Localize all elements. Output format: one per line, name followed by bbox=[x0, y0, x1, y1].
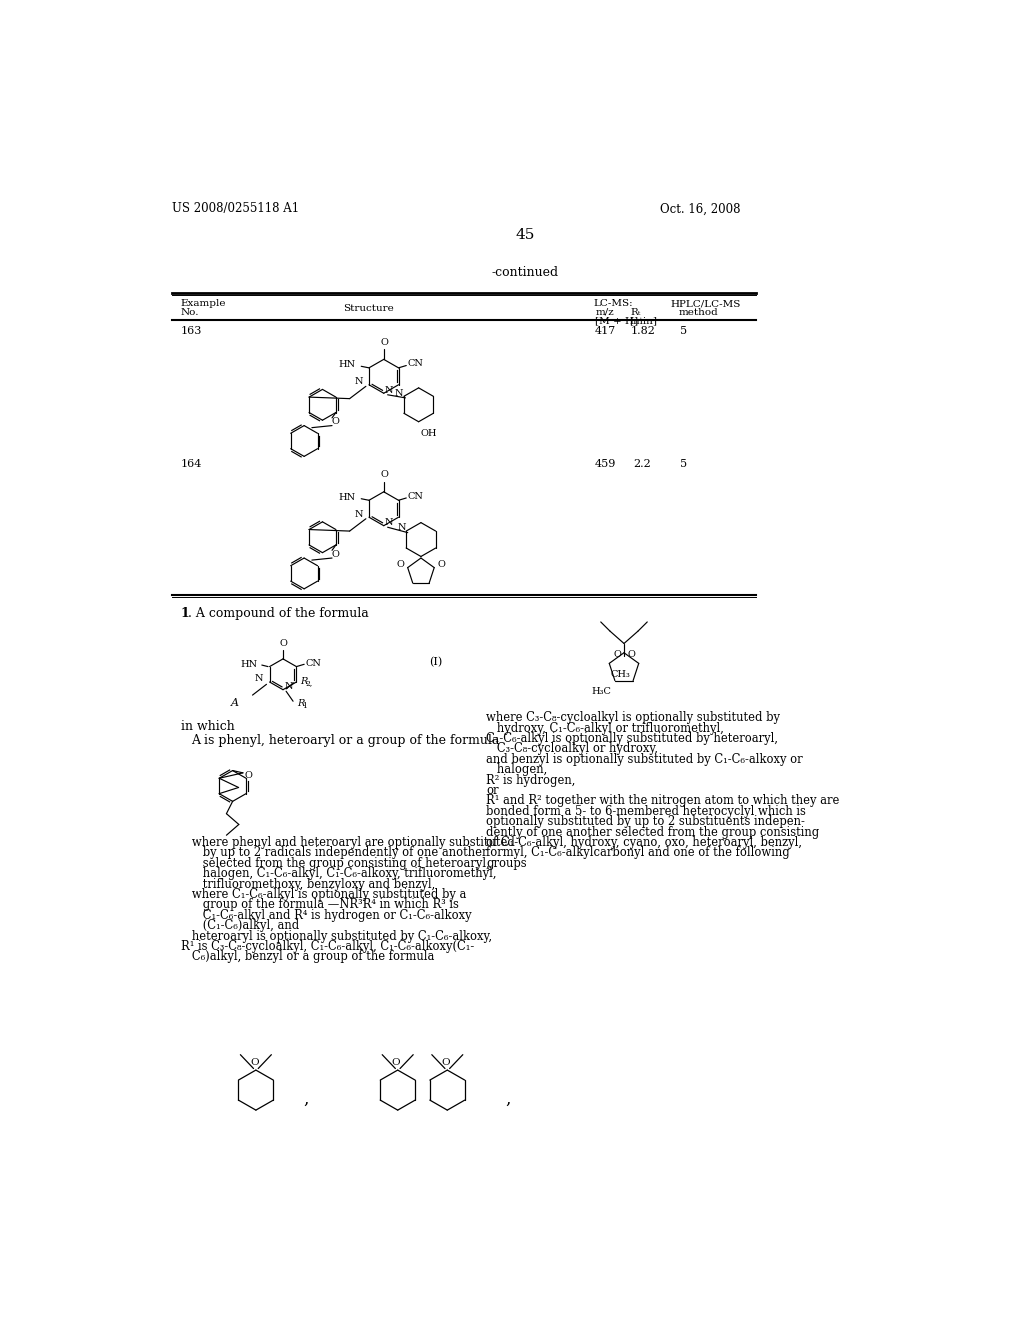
Text: groups: groups bbox=[486, 857, 526, 870]
Text: O: O bbox=[280, 639, 287, 648]
Text: N: N bbox=[395, 389, 403, 397]
Text: HN: HN bbox=[338, 492, 355, 502]
Text: HPLC/LC-MS: HPLC/LC-MS bbox=[671, 300, 741, 309]
Text: O: O bbox=[331, 417, 339, 426]
Text: ,: , bbox=[303, 1090, 309, 1107]
Text: LC-MS:: LC-MS: bbox=[593, 300, 633, 309]
Text: 1.82: 1.82 bbox=[630, 326, 655, 337]
Text: where C₃-C₈-cycloalkyl is optionally substituted by: where C₃-C₈-cycloalkyl is optionally sub… bbox=[486, 711, 780, 725]
Text: C₁-C₆-alkyl is optionally substituted by heteroaryl,: C₁-C₆-alkyl is optionally substituted by… bbox=[486, 733, 778, 744]
Text: N: N bbox=[385, 385, 393, 395]
Text: C₁-C₆-alkyl and R⁴ is hydrogen or C₁-C₆-alkoxy: C₁-C₆-alkyl and R⁴ is hydrogen or C₁-C₆-… bbox=[180, 908, 471, 921]
Text: C₆)alkyl, benzyl or a group of the formula: C₆)alkyl, benzyl or a group of the formu… bbox=[180, 950, 434, 964]
Text: (I): (I) bbox=[429, 657, 442, 668]
Text: O: O bbox=[331, 549, 339, 558]
Text: O: O bbox=[627, 649, 635, 659]
Text: 417: 417 bbox=[595, 326, 615, 337]
Text: in which: in which bbox=[180, 721, 234, 734]
Text: of C₁-C₆-alkyl, hydroxy, cyano, oxo, heteroaryl, benzyl,: of C₁-C₆-alkyl, hydroxy, cyano, oxo, het… bbox=[486, 836, 802, 849]
Text: method: method bbox=[678, 308, 718, 317]
Text: heteroaryl is optionally substituted by C₁-C₆-alkoxy,: heteroaryl is optionally substituted by … bbox=[180, 929, 492, 942]
Text: N: N bbox=[385, 519, 393, 527]
Text: H₃C: H₃C bbox=[591, 686, 611, 696]
Text: halogen,: halogen, bbox=[486, 763, 547, 776]
Text: R¹ and R² together with the nitrogen atom to which they are: R¹ and R² together with the nitrogen ato… bbox=[486, 795, 840, 808]
Text: 163: 163 bbox=[180, 326, 202, 337]
Text: where C₁-C₆-alkyl is optionally substituted by a: where C₁-C₆-alkyl is optionally substitu… bbox=[180, 888, 466, 902]
Text: and benzyl is optionally substituted by C₁-C₆-alkoxy or: and benzyl is optionally substituted by … bbox=[486, 752, 803, 766]
Text: O: O bbox=[437, 560, 445, 569]
Text: N: N bbox=[285, 682, 293, 692]
Text: 2,: 2, bbox=[305, 680, 312, 688]
Text: No.: No. bbox=[180, 308, 200, 317]
Text: Structure: Structure bbox=[343, 304, 393, 313]
Text: Example: Example bbox=[180, 300, 226, 309]
Text: R² is hydrogen,: R² is hydrogen, bbox=[486, 774, 575, 787]
Text: O: O bbox=[613, 649, 622, 659]
Text: A: A bbox=[230, 698, 239, 708]
Text: -continued: -continued bbox=[492, 267, 558, 280]
Text: N: N bbox=[397, 524, 406, 532]
Text: O: O bbox=[392, 1059, 400, 1067]
Text: A is phenyl, heteroaryl or a group of the formula: A is phenyl, heteroaryl or a group of th… bbox=[191, 734, 500, 747]
Text: group of the formula —NR³R⁴ in which R³ is: group of the formula —NR³R⁴ in which R³ … bbox=[180, 899, 459, 911]
Text: . A compound of the formula: . A compound of the formula bbox=[188, 607, 370, 619]
Text: CN: CN bbox=[408, 359, 424, 368]
Text: O: O bbox=[381, 470, 388, 479]
Text: Rₜ: Rₜ bbox=[630, 308, 641, 317]
Text: bonded form a 5- to 6-membered heterocyclyl which is: bonded form a 5- to 6-membered heterocyc… bbox=[486, 805, 806, 818]
Text: US 2008/0255118 A1: US 2008/0255118 A1 bbox=[172, 202, 299, 215]
Text: 5: 5 bbox=[680, 459, 687, 469]
Text: N: N bbox=[355, 378, 364, 387]
Text: or: or bbox=[486, 784, 499, 797]
Text: O: O bbox=[250, 1059, 259, 1067]
Text: 2.2: 2.2 bbox=[633, 459, 651, 469]
Text: where phenyl and heteroaryl are optionally substituted: where phenyl and heteroaryl are optional… bbox=[180, 836, 515, 849]
Text: O: O bbox=[396, 560, 404, 569]
Text: hydroxy, C₁-C₆-alkyl or trifluoromethyl,: hydroxy, C₁-C₆-alkyl or trifluoromethyl, bbox=[486, 722, 724, 735]
Text: R¹ is C₃-C₈-cycloalkyl, C₁-C₆-alkyl, C₁-C₆-alkoxy(C₁-: R¹ is C₃-C₈-cycloalkyl, C₁-C₆-alkyl, C₁-… bbox=[180, 940, 474, 953]
Text: optionally substituted by up to 2 substituents indepen-: optionally substituted by up to 2 substi… bbox=[486, 816, 805, 828]
Text: selected from the group consisting of heteroaryl,: selected from the group consisting of he… bbox=[180, 857, 489, 870]
Text: (C₁-C₆)alkyl, and: (C₁-C₆)alkyl, and bbox=[180, 919, 299, 932]
Text: 1: 1 bbox=[180, 607, 189, 619]
Text: O: O bbox=[441, 1059, 451, 1067]
Text: trifluoromethoxy, benzyloxy and benzyl,: trifluoromethoxy, benzyloxy and benzyl, bbox=[180, 878, 435, 891]
Text: formyl, C₁-C₆-alkylcarbonyl and one of the following: formyl, C₁-C₆-alkylcarbonyl and one of t… bbox=[486, 846, 790, 859]
Text: N: N bbox=[255, 675, 263, 684]
Text: HN: HN bbox=[338, 360, 355, 370]
Text: O: O bbox=[381, 338, 388, 347]
Text: Oct. 16, 2008: Oct. 16, 2008 bbox=[659, 202, 740, 215]
Text: 5: 5 bbox=[680, 326, 687, 337]
Text: [min]: [min] bbox=[629, 317, 656, 325]
Text: 164: 164 bbox=[180, 459, 202, 469]
Text: m/z: m/z bbox=[596, 308, 614, 317]
Text: CN: CN bbox=[306, 659, 322, 668]
Text: C₃-C₈-cycloalkyl or hydroxy,: C₃-C₈-cycloalkyl or hydroxy, bbox=[486, 742, 658, 755]
Text: dently of one another selected from the group consisting: dently of one another selected from the … bbox=[486, 825, 819, 838]
Text: R: R bbox=[297, 700, 304, 708]
Text: 1: 1 bbox=[302, 702, 307, 710]
Text: 45: 45 bbox=[515, 227, 535, 242]
Text: by up to 2 radicals independently of one another: by up to 2 radicals independently of one… bbox=[180, 846, 487, 859]
Text: 459: 459 bbox=[595, 459, 615, 469]
Text: ,: , bbox=[505, 1090, 510, 1107]
Text: O: O bbox=[245, 771, 252, 780]
Text: N: N bbox=[355, 510, 364, 519]
Text: R: R bbox=[300, 677, 307, 686]
Text: [M + H]⁺: [M + H]⁺ bbox=[595, 317, 643, 325]
Text: halogen, C₁-C₆-alkyl, C₁-C₆-alkoxy, trifluoromethyl,: halogen, C₁-C₆-alkyl, C₁-C₆-alkoxy, trif… bbox=[180, 867, 497, 880]
Text: HN: HN bbox=[240, 660, 257, 669]
Text: CN: CN bbox=[408, 492, 424, 500]
Text: OH: OH bbox=[421, 429, 437, 438]
Text: CH₃: CH₃ bbox=[610, 669, 630, 678]
